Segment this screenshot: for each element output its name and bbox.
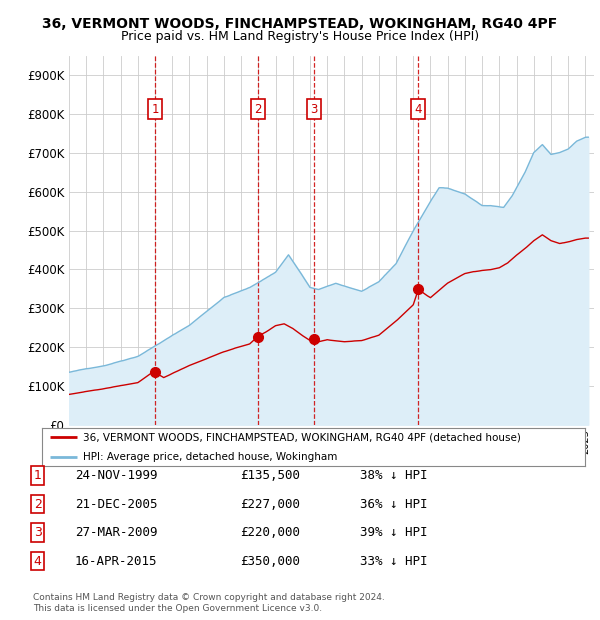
Text: 4: 4: [415, 103, 422, 116]
Text: HPI: Average price, detached house, Wokingham: HPI: Average price, detached house, Woki…: [83, 451, 337, 462]
Text: 38% ↓ HPI: 38% ↓ HPI: [360, 469, 427, 482]
Text: 36, VERMONT WOODS, FINCHAMPSTEAD, WOKINGHAM, RG40 4PF (detached house): 36, VERMONT WOODS, FINCHAMPSTEAD, WOKING…: [83, 432, 521, 443]
Text: 4: 4: [34, 555, 42, 567]
Text: 1: 1: [151, 103, 159, 116]
Text: 39% ↓ HPI: 39% ↓ HPI: [360, 526, 427, 539]
Text: 3: 3: [311, 103, 318, 116]
Text: £220,000: £220,000: [240, 526, 300, 539]
Text: 24-NOV-1999: 24-NOV-1999: [75, 469, 157, 482]
Text: £227,000: £227,000: [240, 498, 300, 510]
Text: £350,000: £350,000: [240, 555, 300, 567]
Text: £135,500: £135,500: [240, 469, 300, 482]
Text: Contains HM Land Registry data © Crown copyright and database right 2024.
This d: Contains HM Land Registry data © Crown c…: [33, 593, 385, 613]
Text: 1: 1: [34, 469, 42, 482]
Text: 27-MAR-2009: 27-MAR-2009: [75, 526, 157, 539]
Text: 3: 3: [34, 526, 42, 539]
Text: 2: 2: [254, 103, 262, 116]
Text: 16-APR-2015: 16-APR-2015: [75, 555, 157, 567]
Text: 36, VERMONT WOODS, FINCHAMPSTEAD, WOKINGHAM, RG40 4PF: 36, VERMONT WOODS, FINCHAMPSTEAD, WOKING…: [43, 17, 557, 32]
Text: 33% ↓ HPI: 33% ↓ HPI: [360, 555, 427, 567]
Text: 2: 2: [34, 498, 42, 510]
Text: 36% ↓ HPI: 36% ↓ HPI: [360, 498, 427, 510]
Text: 21-DEC-2005: 21-DEC-2005: [75, 498, 157, 510]
Text: Price paid vs. HM Land Registry's House Price Index (HPI): Price paid vs. HM Land Registry's House …: [121, 30, 479, 43]
